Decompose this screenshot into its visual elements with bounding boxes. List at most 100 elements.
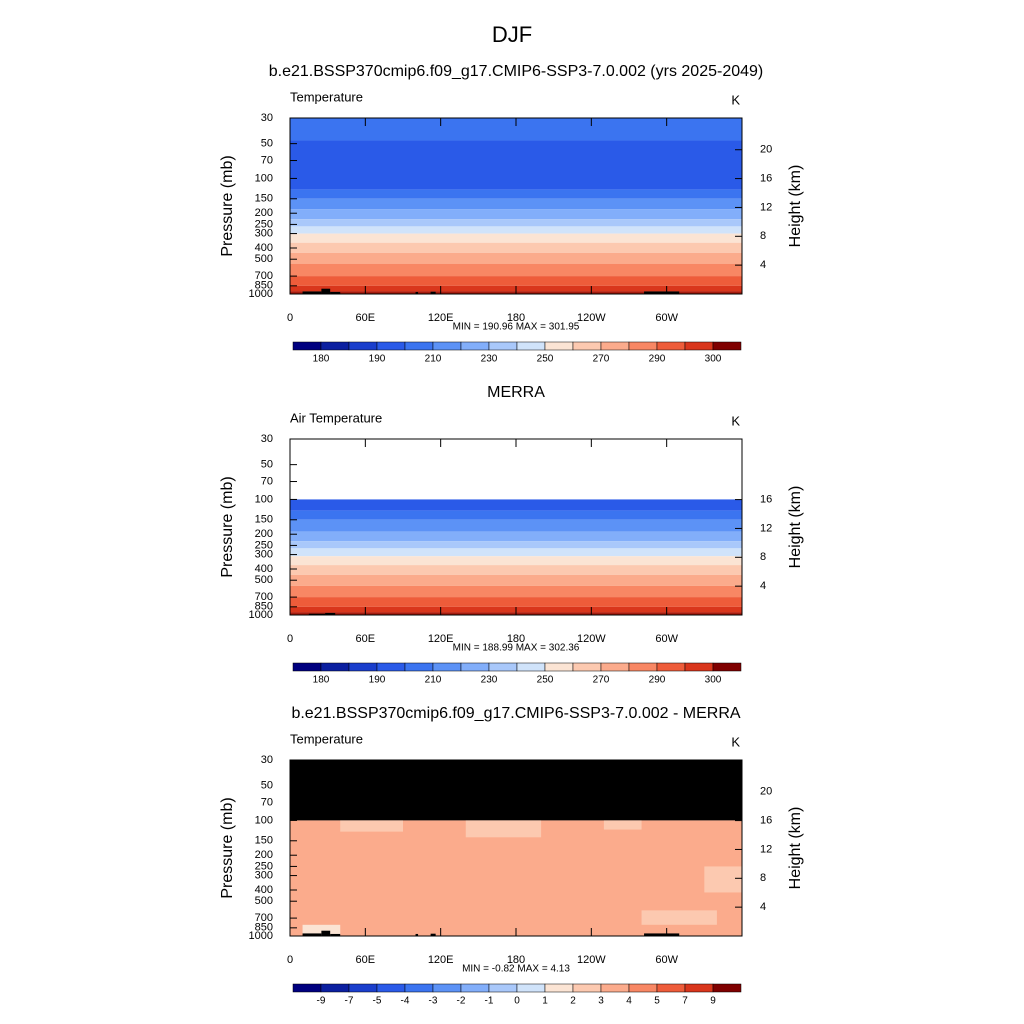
x-tick-label: 180: [507, 954, 525, 966]
y-tick-label: 250: [255, 860, 273, 872]
topography: [415, 933, 419, 936]
x-tick-label: 180: [507, 312, 525, 324]
colorbar-box: [488, 983, 518, 993]
colorbar-box: [376, 983, 406, 993]
colorbar-box: [712, 662, 742, 672]
y-tick-label: 70: [261, 475, 273, 487]
colorbar-label: -1: [485, 996, 494, 1007]
colorbar-label: 5: [654, 996, 660, 1007]
colorbar-box: [488, 662, 518, 672]
colorbar-label: 300: [705, 354, 722, 365]
y-tick-label: 700: [255, 591, 273, 603]
contour-band: [290, 242, 742, 253]
contour-band: [290, 565, 742, 575]
topography: [330, 291, 341, 294]
plot-area: [290, 760, 742, 936]
contour-band: [290, 226, 742, 234]
colorbar-label: -9: [317, 996, 326, 1007]
y-axis-label: Pressure (mb): [219, 797, 236, 898]
contour-band: [290, 233, 742, 243]
y-tick-label: 400: [255, 563, 273, 575]
colorbar-box: [292, 662, 322, 672]
colorbar-box: [600, 341, 630, 351]
y-tick-label: 850: [255, 280, 273, 292]
contour-band: [641, 910, 717, 925]
colorbar-box: [432, 341, 462, 351]
colorbar-box: [348, 341, 378, 351]
colorbar-label: 3: [598, 996, 604, 1007]
y-tick-label: 700: [255, 912, 273, 924]
colorbar-label: 250: [537, 675, 554, 686]
colorbar-box: [404, 662, 434, 672]
contour-band: [603, 820, 642, 830]
y-tick-label: 100: [255, 814, 273, 826]
colorbar-box: [628, 341, 658, 351]
panel-title: b.e21.BSSP370cmip6.f09_g17.CMIP6-SSP3-7.…: [291, 705, 740, 722]
x-tick-label: 120E: [428, 633, 454, 645]
colorbar-box: [292, 983, 322, 993]
y2-tick-label: 8: [760, 551, 766, 563]
y2-tick-label: 16: [760, 172, 772, 184]
colorbar-box: [348, 662, 378, 672]
right-label: K: [731, 734, 740, 749]
colorbar-label: 290: [649, 675, 666, 686]
x-tick-label: 120W: [577, 312, 606, 324]
colorbar-box: [488, 341, 518, 351]
colorbar-label: 250: [537, 354, 554, 365]
colorbar-box: [432, 983, 462, 993]
contour-band: [290, 499, 742, 511]
colorbar-label: 230: [481, 675, 498, 686]
colorbar-box: [460, 662, 490, 672]
topography: [430, 933, 436, 936]
topography: [325, 612, 336, 615]
contour-band: [290, 118, 742, 141]
colorbar-label: 190: [369, 675, 386, 686]
y-axis-label: Pressure (mb): [219, 155, 236, 256]
colorbar-box: [656, 341, 686, 351]
colorbar-box: [516, 983, 546, 993]
contour-band: [290, 263, 742, 277]
colorbar-label: 210: [425, 675, 442, 686]
y-tick-label: 30: [261, 433, 273, 445]
colorbar-label: 7: [682, 996, 688, 1007]
colorbar-box: [684, 341, 714, 351]
colorbar-label: -2: [457, 996, 466, 1007]
x-tick-label: 60W: [655, 312, 678, 324]
colorbar-box: [712, 983, 742, 993]
left-label: Temperature: [290, 89, 363, 104]
colorbar-label: -4: [401, 996, 410, 1007]
y-tick-label: 700: [255, 270, 273, 282]
colorbar-label: 180: [313, 354, 330, 365]
y2-tick-label: 12: [760, 843, 772, 855]
y-tick-label: 150: [255, 514, 273, 526]
contour-band: [290, 541, 742, 549]
colorbar-label: 230: [481, 354, 498, 365]
colorbar-box: [516, 662, 546, 672]
colorbar-label: 270: [593, 354, 610, 365]
topography: [644, 933, 680, 936]
y-tick-label: 500: [255, 895, 273, 907]
x-tick-label: 60W: [655, 633, 678, 645]
y-tick-label: 50: [261, 138, 273, 150]
topography: [321, 288, 331, 294]
x-tick-label: 60E: [356, 954, 376, 966]
stats-label: MIN = -0.82 MAX = 4.13: [462, 964, 570, 975]
y-tick-label: 150: [255, 193, 273, 205]
colorbar-box: [544, 341, 574, 351]
colorbar-box: [656, 983, 686, 993]
plot-area: [290, 499, 742, 615]
left-label: Air Temperature: [290, 410, 382, 425]
contour-band: [290, 574, 742, 586]
panel-title: b.e21.BSSP370cmip6.f09_g17.CMIP6-SSP3-7.…: [269, 63, 764, 80]
stats-label: MIN = 188.99 MAX = 302.36: [453, 643, 580, 654]
colorbar-box: [320, 983, 350, 993]
contour-band: [290, 585, 742, 598]
colorbar-label: -3: [429, 996, 438, 1007]
contour-band: [290, 252, 742, 264]
topography: [321, 930, 331, 936]
colorbar-label: 0: [514, 996, 520, 1007]
x-tick-label: 120E: [428, 954, 454, 966]
y-tick-label: 250: [255, 539, 273, 551]
x-tick-label: 0: [287, 312, 293, 324]
x-tick-label: 0: [287, 954, 293, 966]
